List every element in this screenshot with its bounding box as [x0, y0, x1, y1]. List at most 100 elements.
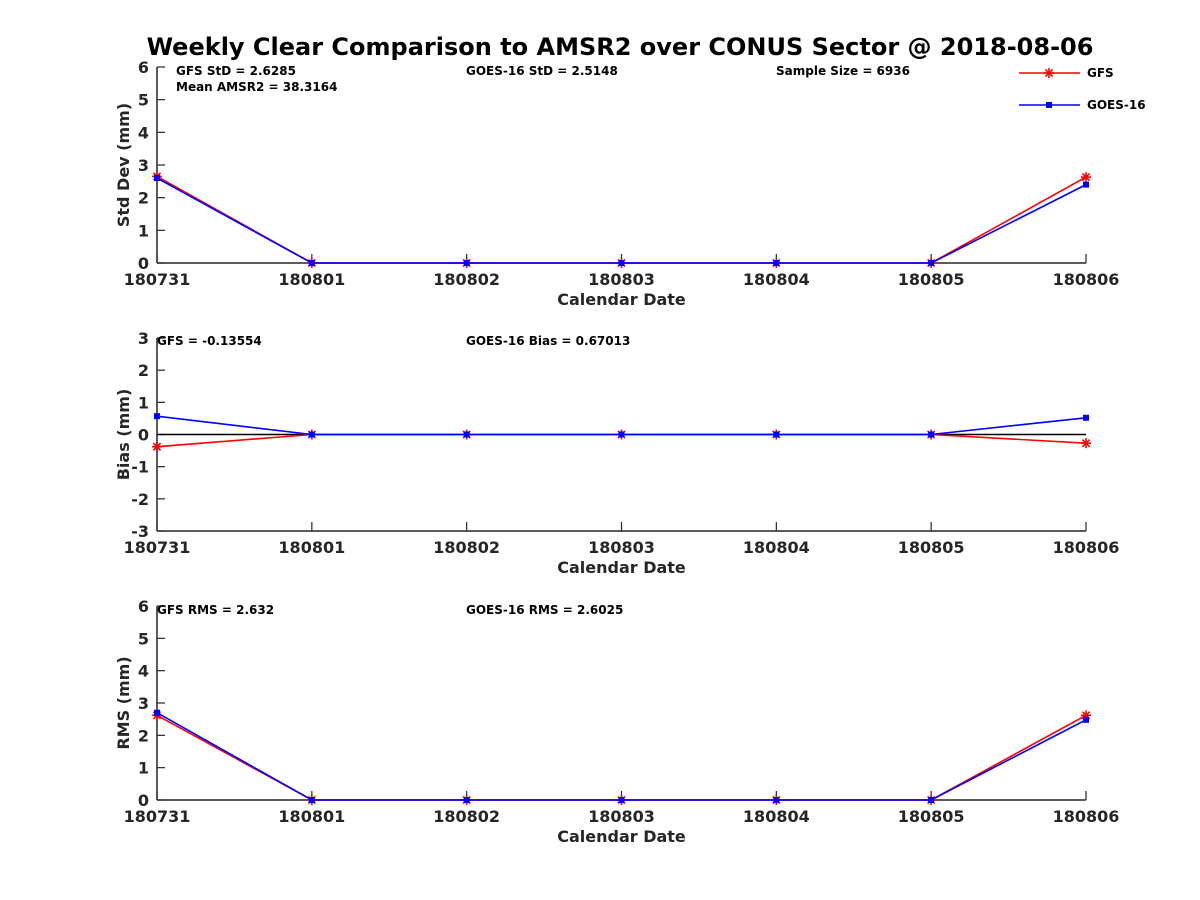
- y-axis-label: Bias (mm): [114, 389, 133, 481]
- x-axis-label: Calendar Date: [557, 827, 686, 846]
- figure-title: Weekly Clear Comparison to AMSR2 over CO…: [147, 33, 1094, 61]
- data-point: [773, 260, 780, 266]
- y-tick-label: 5: [138, 91, 149, 110]
- y-tick-label: 0: [138, 254, 149, 273]
- legend-label: GOES-16: [1087, 98, 1146, 112]
- series-goes-16: [154, 413, 1089, 438]
- x-tick-label: 180801: [278, 538, 345, 557]
- data-point: [154, 175, 160, 182]
- y-tick-label: 2: [138, 189, 149, 208]
- marker-stroke: [1044, 68, 1054, 78]
- chart-panels: 0 1 2 3 4 5 6 180731 180801 180802 180803 180804 180…: [114, 58, 1119, 846]
- y-tick-label: 3: [138, 329, 149, 348]
- data-point: [1081, 172, 1091, 183]
- annotation: GFS StD = 2.6285: [176, 64, 296, 78]
- annotation: GFS = -0.13554: [157, 334, 262, 348]
- annotation: Mean AMSR2 = 38.3164: [176, 80, 337, 94]
- data-point: [928, 431, 935, 438]
- y-axis-label: RMS (mm): [114, 656, 133, 749]
- series-goes-16: [154, 175, 1089, 266]
- x-tick-label: 180803: [588, 807, 655, 826]
- series-line: [156, 712, 1087, 801]
- marker-stroke: [152, 442, 162, 451]
- y-tick-label: 0: [138, 791, 149, 810]
- annotation: GOES-16 Bias = 0.67013: [466, 334, 630, 348]
- legend-label: GFS: [1087, 66, 1114, 80]
- x-tick-label: 180805: [898, 538, 965, 557]
- x-tick-label: 180804: [743, 807, 810, 826]
- x-tick-label: 180731: [124, 538, 191, 557]
- legend-marker: [1044, 68, 1054, 78]
- y-tick-label: -2: [131, 490, 149, 509]
- data-point: [1083, 414, 1089, 421]
- y-tick-label: -3: [131, 522, 149, 541]
- x-tick-label: 180804: [743, 538, 810, 557]
- annotation: Sample Size = 6936: [776, 64, 910, 78]
- x-tick-label: 180805: [898, 270, 965, 289]
- x-tick-label: 180801: [278, 807, 345, 826]
- y-tick-label: 3: [138, 694, 149, 713]
- data-point: [463, 797, 470, 803]
- y-tick-label: -1: [131, 458, 149, 477]
- data-point: [1083, 716, 1089, 723]
- y-tick-label: 1: [138, 393, 149, 412]
- x-tick-label: 180731: [124, 270, 191, 289]
- series-line: [156, 177, 1087, 264]
- y-tick-label: 2: [138, 361, 149, 380]
- x-tick-label: 180804: [743, 270, 810, 289]
- data-point: [928, 797, 935, 803]
- x-tick-label: 180803: [588, 270, 655, 289]
- data-point: [928, 260, 935, 266]
- data-point: [308, 797, 315, 803]
- data-point: [154, 413, 160, 420]
- y-tick-label: 2: [138, 726, 149, 745]
- legend-entry-goes-16: GOES-16: [1019, 98, 1146, 112]
- y-tick-label: 6: [138, 58, 149, 77]
- annotation: GOES-16 StD = 2.5148: [466, 64, 618, 78]
- marker-stroke: [1081, 172, 1091, 182]
- series-line: [156, 714, 1087, 801]
- x-tick-label: 180802: [433, 270, 500, 289]
- y-tick-label: 1: [138, 221, 149, 240]
- data-point: [1083, 181, 1089, 188]
- data-point: [618, 431, 625, 438]
- x-tick-label: 180731: [124, 807, 191, 826]
- x-tick-label: 180802: [433, 538, 500, 557]
- data-point: [154, 709, 160, 716]
- data-point: [618, 260, 625, 266]
- x-tick-label: 180806: [1053, 538, 1120, 557]
- data-point: [463, 260, 470, 266]
- series-line: [156, 175, 1087, 264]
- annotation: GOES-16 RMS = 2.6025: [466, 603, 623, 617]
- y-axis-label: Std Dev (mm): [114, 103, 133, 227]
- annotation: GFS RMS = 2.632: [157, 603, 274, 617]
- x-tick-label: 180801: [278, 270, 345, 289]
- y-tick-label: 3: [138, 156, 149, 175]
- y-tick-label: 5: [138, 629, 149, 648]
- data-point: [773, 797, 780, 803]
- chart-panel-2: -3 -2 -1 0 1 2 3 180731 180801 180802 180803 180804…: [114, 329, 1119, 577]
- x-axis-label: Calendar Date: [557, 558, 686, 577]
- x-tick-label: 180803: [588, 538, 655, 557]
- y-tick-label: 0: [138, 426, 149, 445]
- legend-marker: [1046, 102, 1052, 108]
- data-point: [308, 260, 315, 266]
- chart-panel-3: 0 1 2 3 4 5 6 180731 180801 180802 180803 180804 180…: [114, 597, 1119, 846]
- data-point: [463, 431, 470, 438]
- data-point: [1081, 438, 1091, 449]
- legend: GFS GOES-16: [1019, 66, 1146, 112]
- x-tick-label: 180806: [1053, 270, 1120, 289]
- y-tick-label: 4: [138, 662, 149, 681]
- x-tick-label: 180806: [1053, 807, 1120, 826]
- x-axis-label: Calendar Date: [557, 290, 686, 309]
- x-tick-label: 180805: [898, 807, 965, 826]
- data-point: [618, 797, 625, 803]
- data-point: [773, 431, 780, 438]
- marker-stroke: [1081, 439, 1091, 448]
- y-tick-label: 6: [138, 597, 149, 616]
- data-point: [308, 431, 315, 438]
- data-point: [152, 441, 162, 452]
- series-goes-16: [154, 709, 1089, 803]
- chart-panel-1: 0 1 2 3 4 5 6 180731 180801 180802 180803 180804 180…: [114, 58, 1119, 309]
